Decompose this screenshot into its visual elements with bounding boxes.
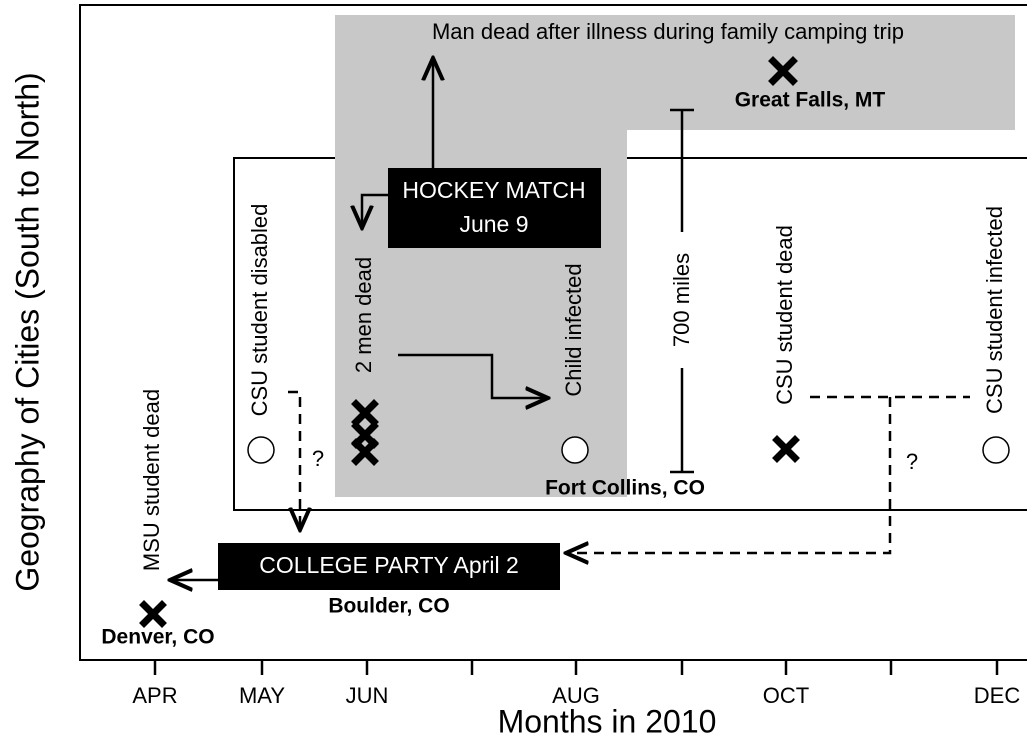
case-label: CSU student dead	[772, 225, 797, 405]
hockey-label: HOCKEY MATCH	[402, 177, 585, 203]
death-marks	[139, 56, 800, 628]
x-label: JUN	[346, 683, 389, 708]
city-label: Boulder, CO	[328, 595, 449, 618]
city-label: Fort Collins, CO	[545, 477, 705, 500]
party-box	[218, 543, 560, 590]
x-label: AUG	[552, 683, 600, 708]
case-label: CSU student disabled	[247, 204, 272, 417]
infected-circles	[247, 436, 1010, 464]
x-label: OCT	[763, 683, 809, 708]
gray-region	[335, 15, 1015, 497]
party-label: COLLEGE PARTY April 2	[259, 552, 519, 578]
city-label: Great Falls, MT	[735, 89, 886, 112]
x-title: Months in 2010	[498, 703, 717, 739]
y-title: Geography of Cities (South to North)	[9, 72, 45, 591]
x-label: APR	[132, 683, 177, 708]
case-label: MSU student dead	[139, 389, 164, 571]
hockey-date: June 9	[459, 211, 528, 237]
city-label: Denver, CO	[101, 626, 214, 649]
distance-label: 700 miles	[669, 253, 694, 347]
distance-bar	[670, 108, 694, 474]
arrows	[170, 58, 970, 580]
x-label: DEC	[974, 683, 1021, 708]
x-label: MAY	[239, 683, 285, 708]
question: ?	[312, 446, 324, 471]
case-label: 2 men dead	[351, 257, 376, 373]
case-label: CSU student infected	[982, 206, 1007, 414]
x-ticks	[153, 660, 999, 675]
question: ?	[906, 449, 918, 474]
camping-label: Man dead after illness during family cam…	[432, 19, 904, 44]
case-label: Child infected	[561, 263, 586, 396]
hockey-box	[388, 168, 601, 248]
